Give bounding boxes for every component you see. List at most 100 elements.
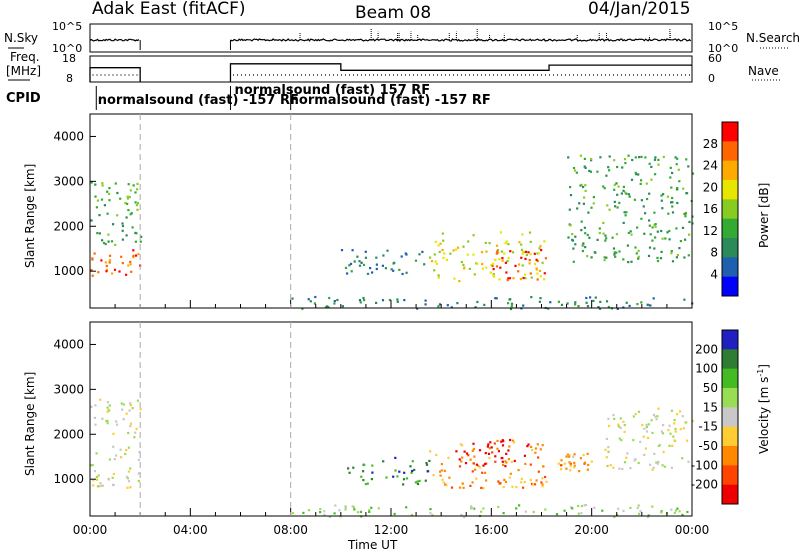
- echo-cell: [505, 271, 508, 274]
- echo-cell: [402, 478, 406, 481]
- echo-cell: [336, 298, 339, 302]
- echo-cell: [112, 432, 115, 435]
- echo-cell: [661, 207, 664, 210]
- freq-line: [89, 63, 692, 82]
- colorbar-tick-label: 4: [710, 267, 718, 281]
- echo-cell: [478, 449, 482, 452]
- echo-cell: [520, 481, 523, 484]
- echo-cell: [619, 426, 622, 429]
- colorbar-tick-label: 12: [703, 224, 718, 238]
- echo-cell: [590, 206, 593, 209]
- echo-cell: [440, 469, 443, 472]
- echo-cell: [589, 296, 592, 299]
- velocity-ylabel: Slant Range [km]: [23, 372, 37, 476]
- echo-cell: [605, 300, 609, 303]
- echo-cell: [524, 462, 527, 465]
- echo-cell: [592, 299, 595, 302]
- y-tick-label: 1000: [53, 472, 84, 486]
- echo-cell: [649, 304, 652, 307]
- power-panel: Slant Range [km] 1000 2000 3000 4000 28 24 20…: [23, 113, 771, 311]
- echo-cell: [589, 170, 592, 173]
- echo-cell: [507, 277, 510, 280]
- colorbar-swatch: [722, 141, 738, 162]
- echo-cell: [503, 478, 506, 481]
- echo-cell: [501, 460, 504, 463]
- echo-cell: [381, 299, 385, 302]
- echo-cell: [375, 267, 378, 271]
- echo-cell: [95, 206, 98, 209]
- echo-cell: [90, 464, 93, 467]
- colorbar-swatch: [722, 330, 738, 350]
- echo-cell: [107, 233, 110, 236]
- echo-cell: [580, 220, 583, 223]
- echo-cell: [125, 273, 128, 276]
- echo-cell: [509, 298, 512, 301]
- echo-cell: [132, 249, 135, 252]
- colorbar-tick-label: -200: [691, 478, 718, 492]
- echo-cell: [574, 301, 577, 304]
- echo-cell: [677, 168, 680, 171]
- echo-cell: [621, 467, 624, 471]
- echo-cell: [535, 479, 538, 482]
- echo-cell: [91, 274, 94, 277]
- echo-cell: [628, 195, 631, 198]
- echo-cell: [463, 516, 466, 519]
- echo-cell: [614, 255, 617, 258]
- power-yticks: 1000 2000 3000 4000: [53, 129, 96, 278]
- y-tick-label: 4000: [53, 129, 84, 143]
- echo-cell: [363, 463, 366, 467]
- velocity-yticks: 1000 2000 3000 4000: [53, 337, 96, 486]
- echo-cell: [132, 184, 135, 187]
- echo-cell: [656, 462, 659, 465]
- echo-cell: [632, 439, 635, 442]
- echo-cell: [679, 428, 682, 431]
- echo-cell: [642, 435, 645, 438]
- echo-cell: [583, 196, 586, 199]
- x-tick-label: 20:00: [574, 523, 609, 537]
- echo-cell: [449, 252, 452, 255]
- echo-cell: [646, 197, 649, 201]
- y-tick-label: 3000: [53, 174, 84, 188]
- echo-cell: [617, 507, 620, 510]
- echo-cell: [676, 201, 679, 205]
- echo-cell: [569, 469, 572, 472]
- echo-cell: [499, 231, 502, 234]
- echo-cell: [106, 422, 109, 425]
- echo-cell: [108, 409, 111, 412]
- echo-cell: [643, 232, 646, 235]
- echo-cell: [637, 249, 640, 252]
- echo-cell: [505, 240, 508, 243]
- echo-cell: [351, 505, 354, 508]
- echo-cell: [608, 208, 611, 211]
- echo-cell: [481, 471, 484, 474]
- echo-cell: [137, 472, 140, 475]
- echo-cell: [129, 263, 132, 266]
- colorbar-tick-label: 8: [710, 246, 718, 260]
- colorbar-tick-label: 28: [703, 137, 718, 151]
- echo-cell: [634, 246, 637, 249]
- echo-cell: [356, 255, 359, 258]
- echo-cell: [106, 401, 109, 404]
- echo-cell: [616, 165, 619, 169]
- echo-cell: [431, 514, 434, 517]
- echo-cell: [127, 446, 130, 449]
- echo-cell: [522, 276, 525, 280]
- echo-cell: [645, 426, 648, 429]
- echo-cell: [654, 225, 657, 228]
- echo-cell: [323, 513, 326, 517]
- echo-cell: [540, 249, 543, 252]
- colorbar-swatch: [722, 180, 738, 200]
- echo-cell: [534, 451, 537, 454]
- echo-cell: [598, 307, 602, 310]
- echo-cell: [499, 482, 502, 485]
- echo-cell: [129, 404, 132, 407]
- echo-cell: [592, 196, 595, 199]
- cpid-label: CPID: [6, 91, 41, 106]
- echo-cell: [443, 469, 446, 472]
- echo-cell: [521, 264, 524, 267]
- echo-cell: [396, 475, 399, 478]
- echo-cell: [434, 240, 438, 243]
- echo-cell: [448, 476, 451, 479]
- nsearch-label: N.Search: [746, 31, 800, 45]
- echo-cell: [530, 276, 533, 279]
